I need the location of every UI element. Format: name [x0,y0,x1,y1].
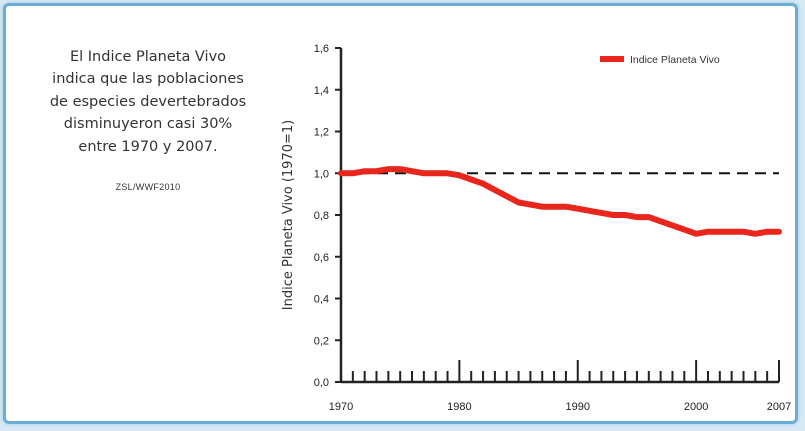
y-tick-label: 0,4 [314,294,329,306]
caption-line: disminuyeron casi 30% [63,116,233,133]
x-tick-label: 1980 [447,401,471,413]
y-tick-label: 0,8 [314,210,329,222]
chart-caption: El Indice Planeta Vivo indica que las po… [30,46,266,158]
chart-axes: 0,0 0,2 0,4 0,6 0,8 1,0 1,2 1,4 1,6 1970 1980 1990 2… [314,43,792,413]
source-credit: ZSL/WWF2010 [115,182,181,192]
x-tick-label: 1990 [566,401,590,413]
legend-label: Indice Planeta Vivo [630,54,720,66]
caption-line: El Indice Planeta Vivo [69,49,227,65]
y-tick-label: 1,4 [314,85,329,97]
caption-line: indica que las poblaciones [52,71,244,88]
legend-swatch [600,56,624,62]
caption-line: de especies devertebrados [49,93,247,110]
x-tick-label: 2000 [684,401,708,413]
y-tick-label: 0,0 [314,377,329,389]
y-tick-label: 0,2 [314,335,329,347]
x-tick-label: 1970 [329,401,353,413]
chart-frame [3,3,798,424]
caption-line: entre 1970 y 2007. [78,138,218,155]
series-line [338,166,782,237]
x-tick-label: 2007 [767,401,791,413]
y-tick-label: 0,6 [314,252,329,264]
y-tick-label: 1,0 [314,168,329,180]
y-axis-title: Indice Planeta Vivo (1970=1) [281,120,296,310]
y-tick-label: 1,2 [314,127,329,139]
chart-legend: Indice Planeta Vivo [600,54,720,66]
y-tick-label: 1,6 [314,43,329,55]
series-group [338,166,782,237]
